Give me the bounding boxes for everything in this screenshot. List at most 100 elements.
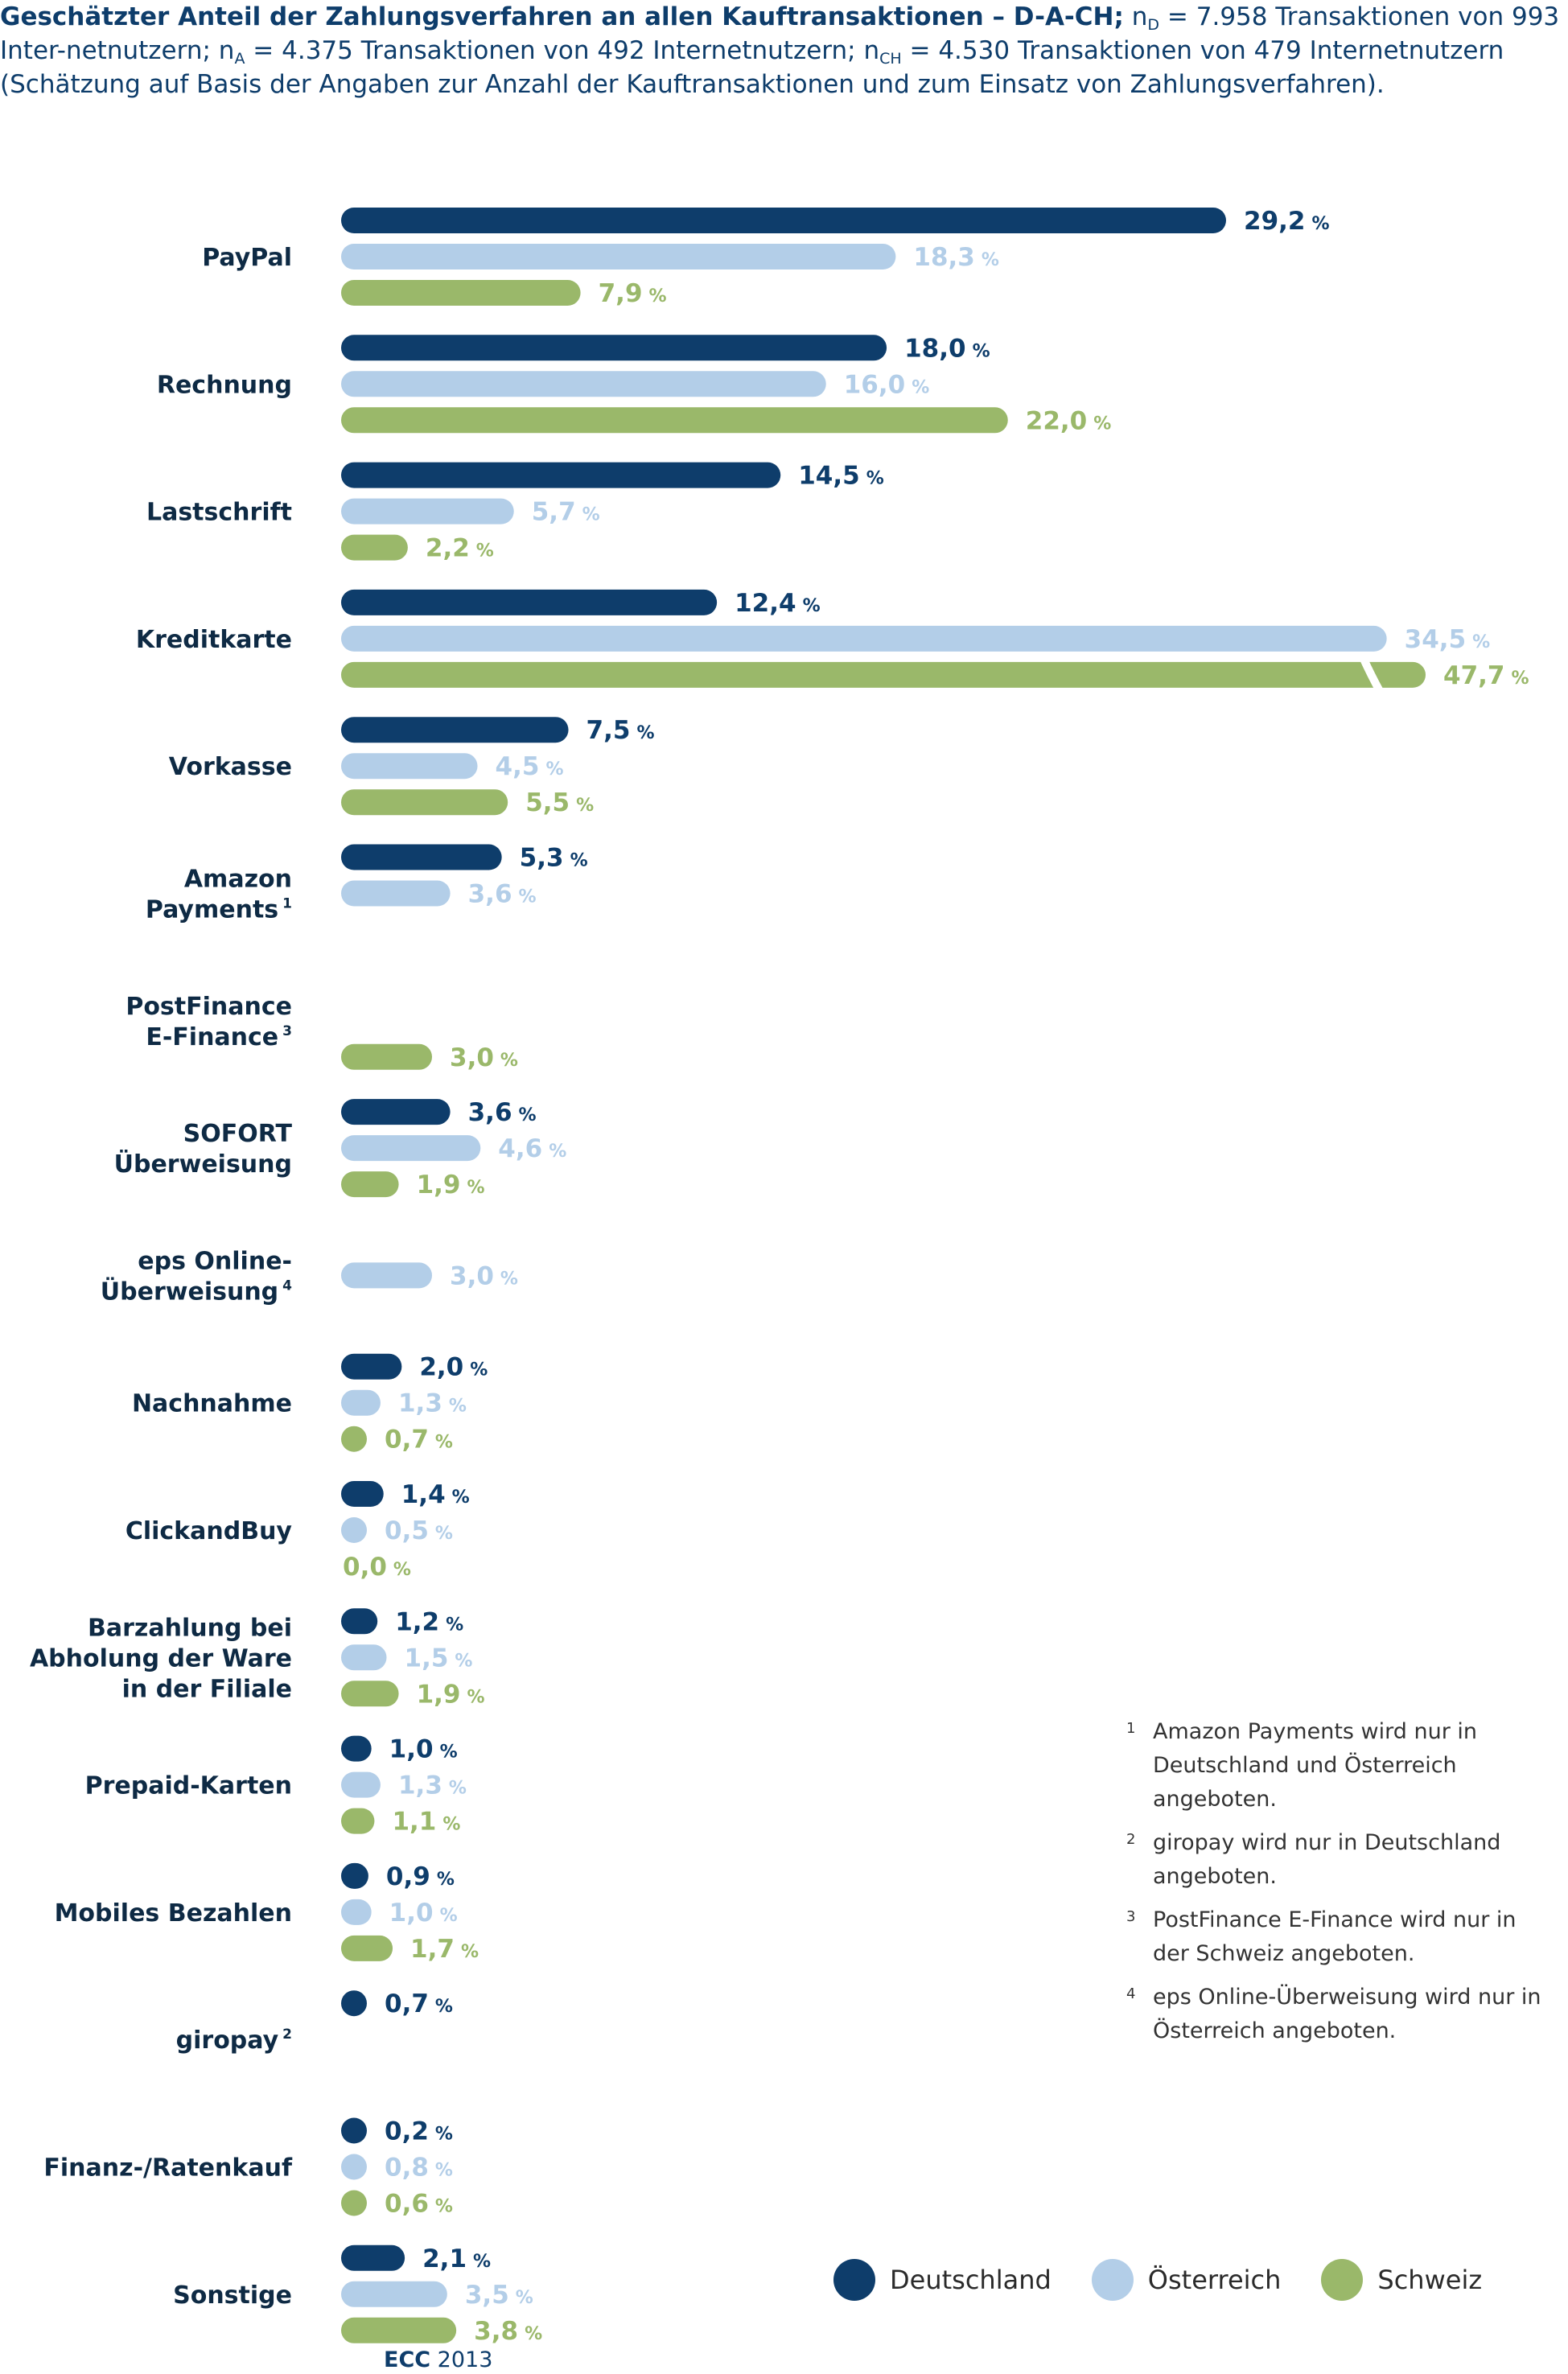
category-label-amazon-payments: Amazon Payments 1 xyxy=(146,866,292,924)
value-label-clickandbuy-schweiz: 0,0% xyxy=(343,1553,411,1582)
bar-paypal-schweiz xyxy=(341,280,581,306)
category-label-clickandbuy: ClickandBuy xyxy=(126,1517,293,1545)
value-label-vorkasse-deutschland: 7,5% xyxy=(586,716,655,745)
footnote-4: 4 eps Online-Überweisung wird nur in Öste… xyxy=(1126,1981,1545,2048)
bar-vorkasse-deutschland xyxy=(341,717,569,743)
value-label-prepaid-karten-schweiz: 1,1% xyxy=(392,1808,460,1837)
sample-size-de: nD = 7.958 Transaktionen von 993 Inter-n… xyxy=(0,2,1560,65)
category-label-mobiles-bezahlen: Mobiles Bezahlen xyxy=(55,1899,292,1928)
category-label-lastschrift: Lastschrift xyxy=(146,499,292,527)
bar-clickandbuy-deutschland xyxy=(341,1481,384,1507)
bar-sofort-überweisung-schweiz xyxy=(341,1171,399,1198)
value-label-mobiles-bezahlen-österreich: 1,0% xyxy=(389,1899,458,1928)
value-label-amazon-payments-österreich: 3,6% xyxy=(468,880,537,909)
value-label-clickandbuy-österreich: 0,5% xyxy=(385,1516,453,1545)
footnote-2: 2 giropay wird nur in Deutschland angebot… xyxy=(1126,1826,1545,1894)
bar-giropay-deutschland xyxy=(341,1990,367,2017)
bar-clickandbuy-österreich xyxy=(341,1517,367,1543)
bar-sofort-überweisung-deutschland xyxy=(341,1099,451,1125)
value-label-paypal-schweiz: 7,9% xyxy=(599,279,667,308)
bar-amazon-payments-österreich xyxy=(341,880,451,907)
footnote-text: PostFinance E-Finance wird nur in der Sc… xyxy=(1153,1907,1517,1966)
bar-prepaid-karten-deutschland xyxy=(341,1735,372,1762)
legend: Deutschland Österreich Schweiz xyxy=(833,2257,1522,2302)
chart-header: Geschätzter Anteil der Zahlungsverfahren… xyxy=(0,0,1568,101)
bar-finanz-ratenkauf-schweiz xyxy=(341,2190,367,2216)
bar-nachnahme-deutschland xyxy=(341,1353,402,1380)
bar-eps-online-überweisung-österreich xyxy=(341,1262,433,1289)
value-label-paypal-deutschland: 29,2% xyxy=(1244,207,1330,236)
bar-sonstige-deutschland xyxy=(341,2244,405,2271)
value-label-sonstige-deutschland: 2,1% xyxy=(422,2244,491,2273)
category-label-rechnung: Rechnung xyxy=(157,371,292,399)
bar-nachnahme-schweiz xyxy=(341,1426,367,1452)
footnote-text: Amazon Payments wird nur in Deutschland … xyxy=(1153,1719,1478,1812)
bar-kreditkarte-österreich xyxy=(341,625,1387,652)
category-label-nachnahme: Nachnahme xyxy=(132,1390,292,1418)
legend-label: Deutschland xyxy=(890,2265,1052,2295)
value-label-sonstige-österreich: 3,5% xyxy=(465,2281,533,2310)
value-label-sofort-überweisung-deutschland: 3,6% xyxy=(468,1098,537,1127)
value-label-giropay-deutschland: 0,7% xyxy=(385,1989,453,2018)
bar-sonstige-schweiz xyxy=(341,2317,457,2343)
footnote-text: eps Online-Überweisung wird nur in Öster… xyxy=(1153,1985,1541,2043)
bar-sonstige-österreich xyxy=(341,2281,447,2307)
footnote-mark: 3 xyxy=(1126,1908,1136,1925)
sample-size-ch: nCH = 4.530 Transaktionen von 479 Intern… xyxy=(0,36,1504,99)
legend-label: Schweiz xyxy=(1377,2265,1483,2295)
value-label-prepaid-karten-österreich: 1,3% xyxy=(398,1771,467,1800)
value-label-prepaid-karten-deutschland: 1,0% xyxy=(389,1735,458,1764)
bar-finanz-ratenkauf-deutschland xyxy=(341,2117,367,2144)
bar-kreditkarte-schweiz xyxy=(341,661,1426,688)
bar-prepaid-karten-schweiz xyxy=(341,1808,375,1834)
value-label-barzahlung-bei-abholung-der-ware-in-der-filiale-schweiz: 1,9% xyxy=(417,1680,485,1709)
value-label-nachnahme-deutschland: 2,0% xyxy=(419,1353,488,1382)
bar-vorkasse-schweiz xyxy=(341,789,508,816)
value-label-barzahlung-bei-abholung-der-ware-in-der-filiale-deutschland: 1,2% xyxy=(395,1607,463,1636)
value-label-finanz-ratenkauf-deutschland: 0,2% xyxy=(385,2117,453,2146)
value-label-vorkasse-österreich: 4,5% xyxy=(496,752,564,781)
bar-sofort-überweisung-österreich xyxy=(341,1135,481,1162)
bar-barzahlung-bei-abholung-der-ware-in-der-filiale-schweiz xyxy=(341,1681,399,1707)
bar-paypal-österreich xyxy=(341,244,896,269)
legend-item-schweiz: Schweiz xyxy=(1321,2259,1482,2301)
bar-lastschrift-deutschland xyxy=(341,462,781,488)
value-label-nachnahme-österreich: 1,3% xyxy=(398,1389,467,1418)
value-label-finanz-ratenkauf-österreich: 0,8% xyxy=(385,2154,453,2183)
category-label-eps-online-überweisung: eps Online-Überweisung 4 xyxy=(101,1247,292,1306)
value-label-postfinance-e-finance-schweiz: 3,0% xyxy=(450,1043,518,1072)
footnote-1: 1 Amazon Payments wird nur in Deutschland… xyxy=(1126,1715,1545,1817)
value-label-lastschrift-österreich: 5,7% xyxy=(532,498,600,527)
legend-swatch xyxy=(833,2259,875,2301)
bar-barzahlung-bei-abholung-der-ware-in-der-filiale-österreich xyxy=(341,1644,387,1671)
value-label-kreditkarte-deutschland: 12,4% xyxy=(735,589,821,618)
value-label-paypal-österreich: 18,3% xyxy=(913,243,999,272)
value-label-clickandbuy-deutschland: 1,4% xyxy=(401,1480,470,1509)
chart-title: Geschätzter Anteil der Zahlungsverfahren… xyxy=(0,2,1124,31)
value-label-kreditkarte-österreich: 34,5% xyxy=(1405,625,1491,654)
category-label-sofort-überweisung: SOFORT Überweisung xyxy=(114,1120,293,1179)
bar-lastschrift-österreich xyxy=(341,498,514,525)
bar-postfinance-e-finance-schweiz xyxy=(341,1043,433,1070)
category-label-finanz-ratenkauf: Finanz-/Ratenkauf xyxy=(43,2154,293,2183)
bar-nachnahme-österreich xyxy=(341,1389,381,1416)
category-label-sonstige: Sonstige xyxy=(173,2281,292,2310)
bar-finanz-ratenkauf-österreich xyxy=(341,2154,367,2180)
value-label-amazon-payments-deutschland: 5,3% xyxy=(520,844,588,873)
legend-item-österreich: Österreich xyxy=(1091,2259,1281,2301)
value-label-mobiles-bezahlen-deutschland: 0,9% xyxy=(386,1862,455,1891)
bar-mobiles-bezahlen-deutschland xyxy=(341,1862,368,1889)
value-label-sofort-überweisung-österreich: 4,6% xyxy=(498,1134,566,1163)
footnote-mark: 1 xyxy=(1126,1720,1136,1737)
value-label-mobiles-bezahlen-schweiz: 1,7% xyxy=(410,1935,479,1964)
axis-break-mark xyxy=(1359,655,1385,695)
value-label-vorkasse-schweiz: 5,5% xyxy=(525,788,594,817)
value-label-finanz-ratenkauf-schweiz: 0,6% xyxy=(385,2190,453,2219)
source-label: ECC 2013 xyxy=(384,2347,493,2372)
value-label-lastschrift-deutschland: 14,5% xyxy=(798,462,884,491)
value-label-barzahlung-bei-abholung-der-ware-in-der-filiale-österreich: 1,5% xyxy=(405,1644,473,1672)
category-label-vorkasse: Vorkasse xyxy=(169,753,292,781)
value-label-nachnahme-schweiz: 0,7% xyxy=(385,1426,453,1454)
footnote-3: 3 PostFinance E-Finance wird nur in der S… xyxy=(1126,1903,1545,1971)
value-label-sofort-überweisung-schweiz: 1,9% xyxy=(417,1171,485,1199)
